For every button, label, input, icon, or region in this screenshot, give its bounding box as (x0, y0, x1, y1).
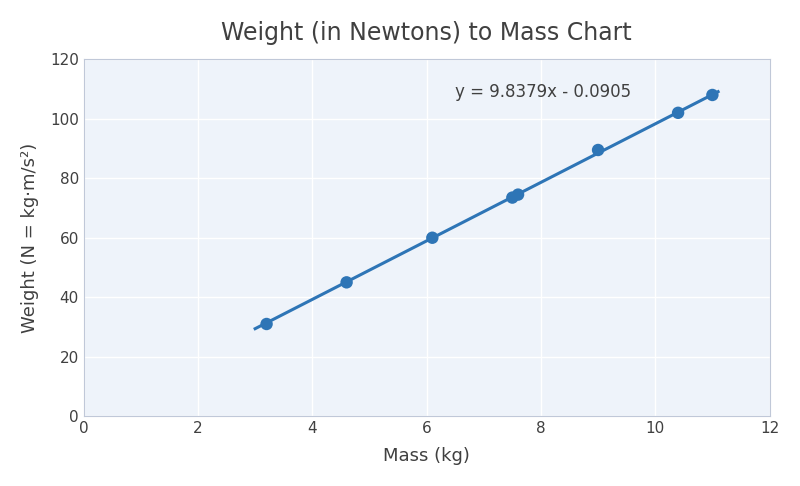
Text: y = 9.8379x - 0.0905: y = 9.8379x - 0.0905 (455, 83, 631, 101)
Point (512, 191, 525, 198)
Point (340, 278, 353, 286)
Point (672, 109, 685, 117)
Point (260, 320, 273, 328)
Point (426, 234, 438, 242)
Y-axis label: Weight (N = kg·m/s²): Weight (N = kg·m/s²) (21, 142, 39, 333)
Point (592, 146, 605, 154)
Point (506, 194, 518, 202)
Point (706, 91, 718, 99)
Title: Weight (in Newtons) to Mass Chart: Weight (in Newtons) to Mass Chart (222, 21, 632, 45)
X-axis label: Mass (kg): Mass (kg) (383, 447, 470, 465)
